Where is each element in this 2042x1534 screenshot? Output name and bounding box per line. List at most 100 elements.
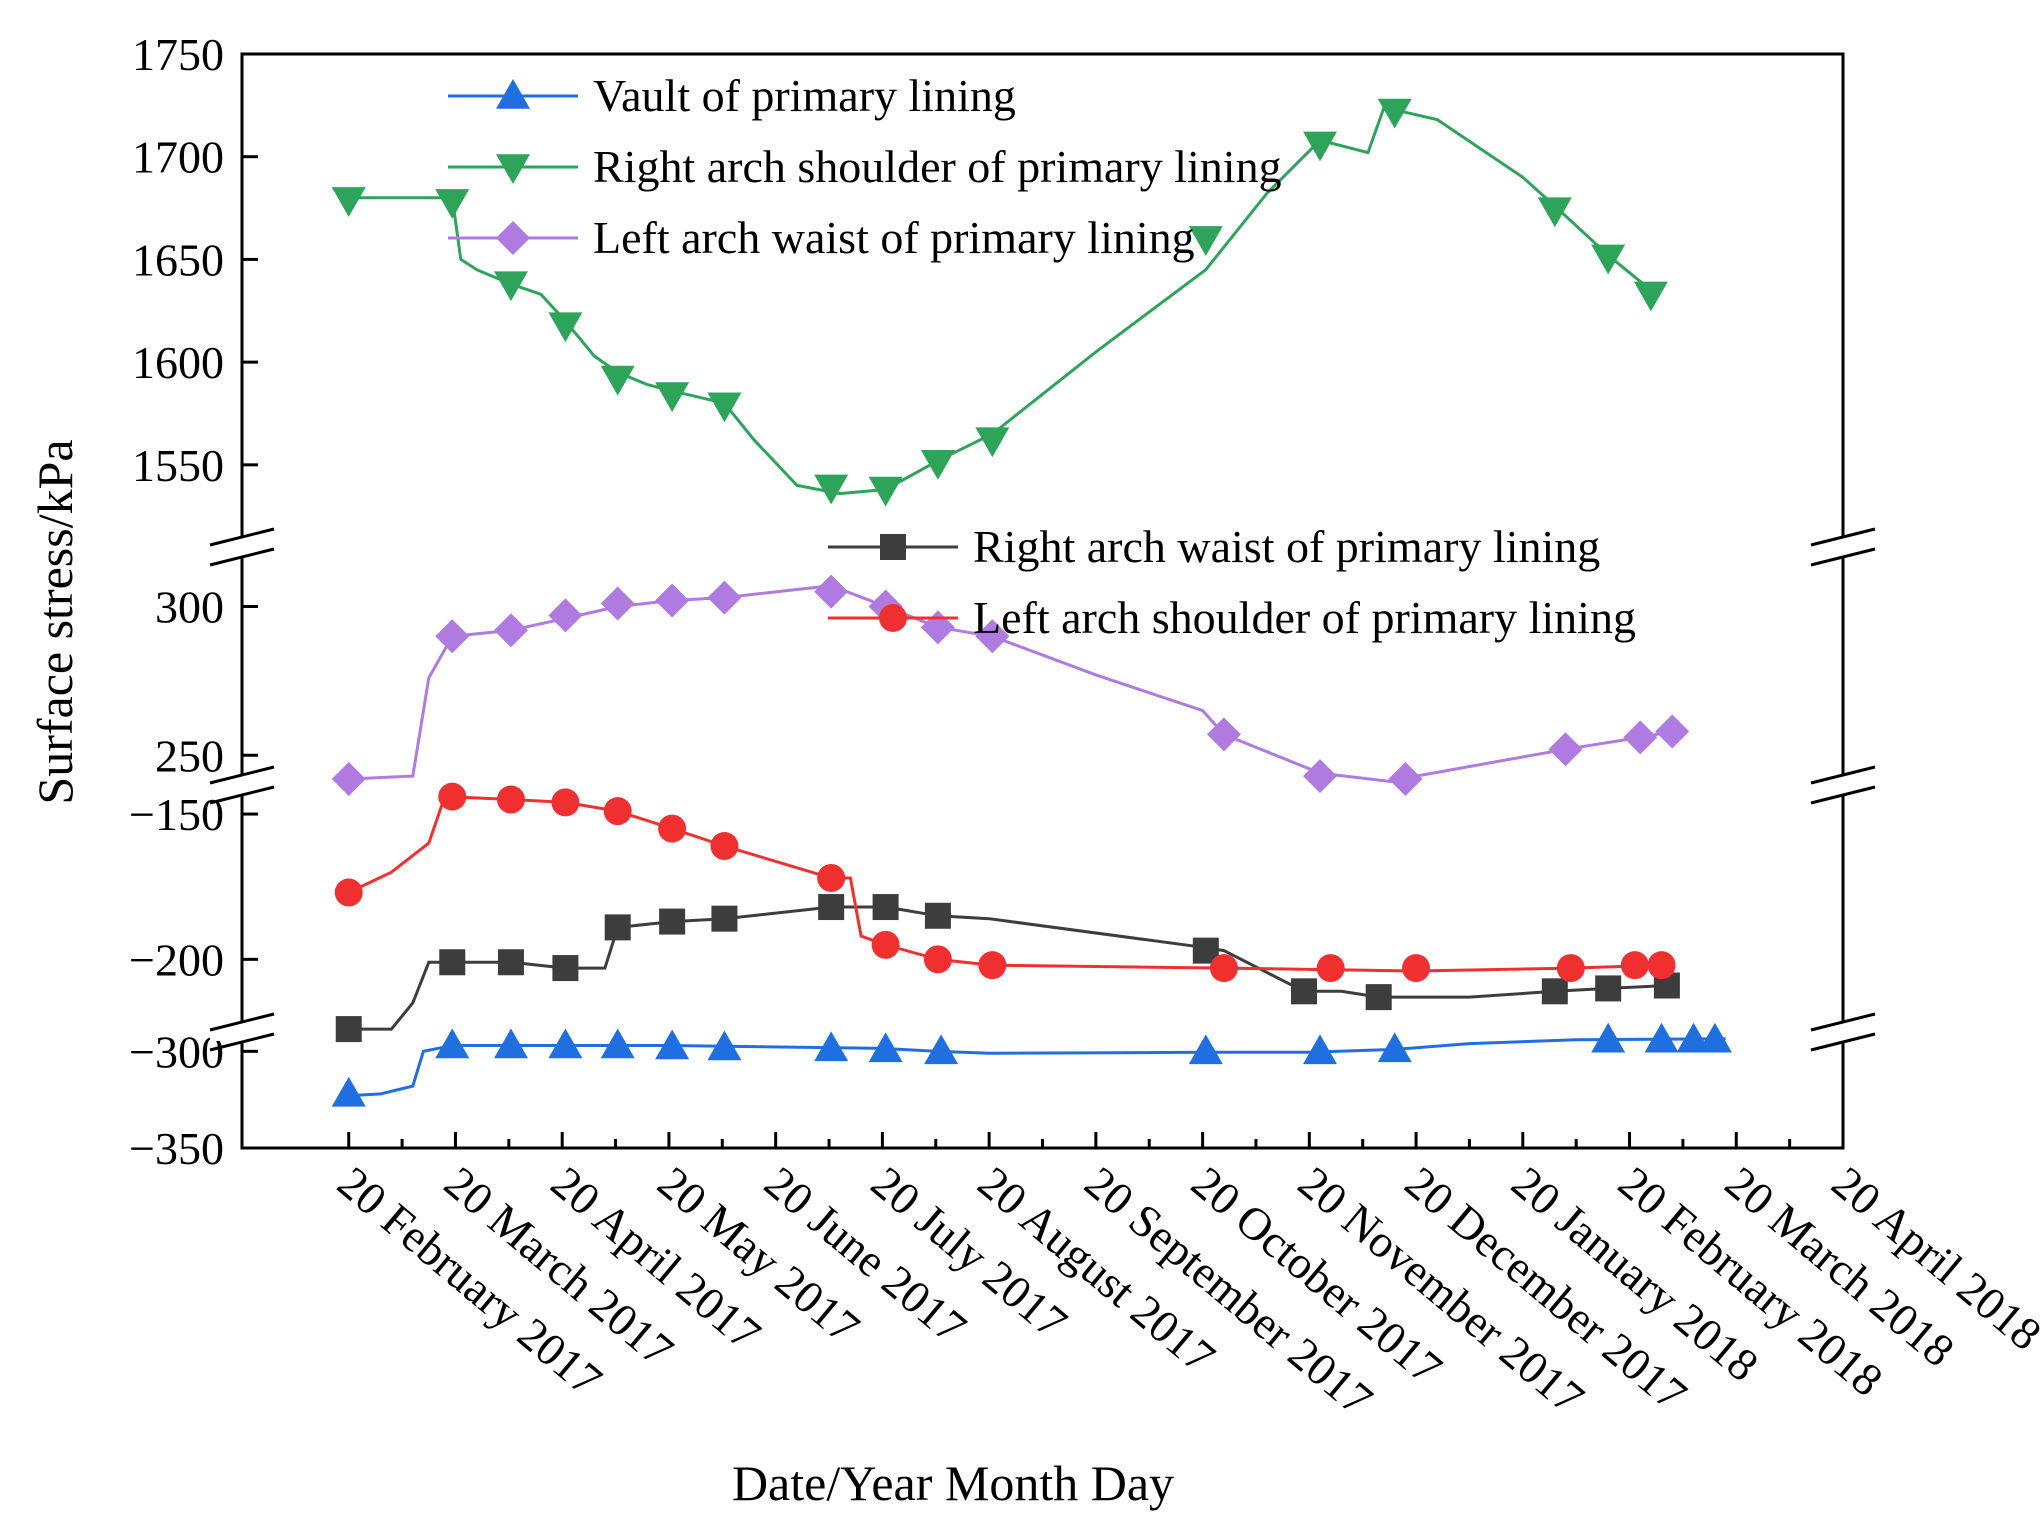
- series-1-point-2: [493, 271, 528, 302]
- legend-label: Left arch shoulder of primary lining: [973, 592, 1636, 643]
- series-4-point-13: [1402, 954, 1431, 983]
- y-tick-label: 1550: [132, 440, 224, 491]
- series-2-point-1: [435, 619, 470, 654]
- series-0-point-6: [707, 1030, 742, 1061]
- series-1-point-6: [707, 392, 742, 423]
- axis-break-gap: [210, 1023, 274, 1041]
- series-1-point-9: [920, 450, 955, 480]
- x-axis-title: Date/Year Month Day: [732, 1455, 1174, 1511]
- series-1-point-15: [1591, 244, 1626, 275]
- axis-break-line: [1810, 785, 1876, 805]
- series-3-point-9: [924, 902, 951, 929]
- axis-break-line: [209, 785, 275, 805]
- series-markers: [331, 98, 1732, 1107]
- legend-marker: [496, 221, 530, 255]
- axis-break-line: [1810, 1012, 1876, 1032]
- series-2-point-10: [975, 619, 1010, 654]
- axis-break-line: [209, 765, 275, 785]
- y-axis-title: Surface stress/kPa: [27, 439, 83, 804]
- axis-break-line: [1810, 765, 1876, 785]
- series-3-point-12: [1365, 984, 1392, 1011]
- series-2-point-0: [331, 762, 366, 797]
- series-line-3: [348, 905, 1667, 1031]
- series-2-point-16: [1655, 714, 1690, 749]
- series-4-point-8: [871, 930, 900, 959]
- series-3-point-14: [1595, 975, 1622, 1002]
- series-2-point-2: [493, 613, 528, 648]
- series-0-point-9: [924, 1034, 959, 1065]
- series-1-point-5: [655, 382, 690, 412]
- series-0-point-12: [1377, 1032, 1412, 1063]
- legend-label: Right arch waist of primary lining: [973, 521, 1600, 572]
- legend-label: Left arch waist of primary lining: [593, 212, 1195, 263]
- series-3-point-0: [335, 1016, 362, 1043]
- series-0-point-1: [435, 1028, 470, 1059]
- series-line-4: [348, 795, 1662, 973]
- y-tick-label: 1700: [132, 132, 224, 183]
- y-tick-label: −150: [129, 789, 224, 840]
- series-2-point-7: [814, 574, 849, 609]
- series-2-point-13: [1388, 762, 1423, 797]
- y-tick-label: 1600: [132, 337, 224, 388]
- axis-break-line: [1810, 527, 1876, 547]
- series-1-point-0: [331, 187, 366, 217]
- legends: Vault of primary lining Right arch should…: [448, 70, 1636, 643]
- series-3-point-13: [1541, 978, 1568, 1005]
- series-4-point-9: [923, 945, 952, 974]
- series-0-point-16: [1697, 1022, 1732, 1053]
- series-2-point-6: [707, 580, 742, 615]
- series-1-point-13: [1377, 98, 1412, 129]
- axis-break-line: [209, 547, 275, 567]
- series-2-point-11: [1206, 717, 1241, 752]
- axis-break-line: [209, 527, 275, 547]
- series-0-point-11: [1303, 1034, 1338, 1065]
- series-0-point-14: [1644, 1022, 1679, 1053]
- series-4-point-4: [603, 797, 632, 826]
- series-3-point-7: [818, 894, 845, 921]
- y-tick-label: 1750: [132, 29, 224, 80]
- series-4-point-12: [1316, 954, 1345, 983]
- series-1-point-16: [1633, 281, 1668, 312]
- series-3-point-8: [872, 894, 899, 921]
- series-0-point-5: [655, 1029, 690, 1060]
- axis-break-line: [1810, 547, 1876, 567]
- series-2-point-12: [1303, 759, 1338, 794]
- series-0-point-4: [600, 1028, 635, 1059]
- series-1-point-3: [548, 312, 583, 343]
- series-4-point-3: [551, 788, 580, 817]
- legend-marker: [496, 154, 530, 184]
- series-4-point-15: [1620, 951, 1649, 980]
- axis-break-gap: [1811, 1023, 1875, 1041]
- legend-marker: [879, 604, 907, 632]
- series-2-point-3: [548, 598, 583, 633]
- axis-break-gap: [210, 538, 274, 556]
- y-tick-label: −300: [129, 1026, 224, 1077]
- series-1-point-14: [1537, 197, 1572, 228]
- series-4-point-6: [710, 832, 739, 861]
- axis-break-gap: [1811, 538, 1875, 556]
- y-tick-label: 1650: [132, 234, 224, 285]
- series-4-point-16: [1647, 951, 1676, 980]
- series-0-point-2: [493, 1028, 528, 1059]
- series-1-point-7: [814, 474, 849, 505]
- series-0-point-13: [1591, 1022, 1626, 1053]
- series-0-point-8: [868, 1032, 903, 1063]
- axis-break-line: [209, 1032, 275, 1052]
- series-4-point-11: [1209, 954, 1238, 983]
- axis-break-gap: [1811, 776, 1875, 794]
- series-2-point-5: [655, 583, 690, 618]
- series-3-point-4: [604, 914, 631, 941]
- axis-break-line: [1810, 1032, 1876, 1052]
- series-2-point-9: [920, 610, 955, 645]
- series-0-point-7: [814, 1031, 849, 1062]
- series-1-point-10: [975, 427, 1010, 458]
- series-0-point-3: [548, 1028, 583, 1059]
- series-1-point-12: [1303, 131, 1338, 162]
- series-4-point-1: [438, 782, 467, 811]
- series-4-point-10: [978, 951, 1007, 980]
- series-4-point-0: [334, 878, 363, 907]
- legend-label: Right arch shoulder of primary lining: [593, 141, 1282, 192]
- series-3-point-3: [552, 955, 579, 982]
- series-1-point-4: [600, 365, 635, 396]
